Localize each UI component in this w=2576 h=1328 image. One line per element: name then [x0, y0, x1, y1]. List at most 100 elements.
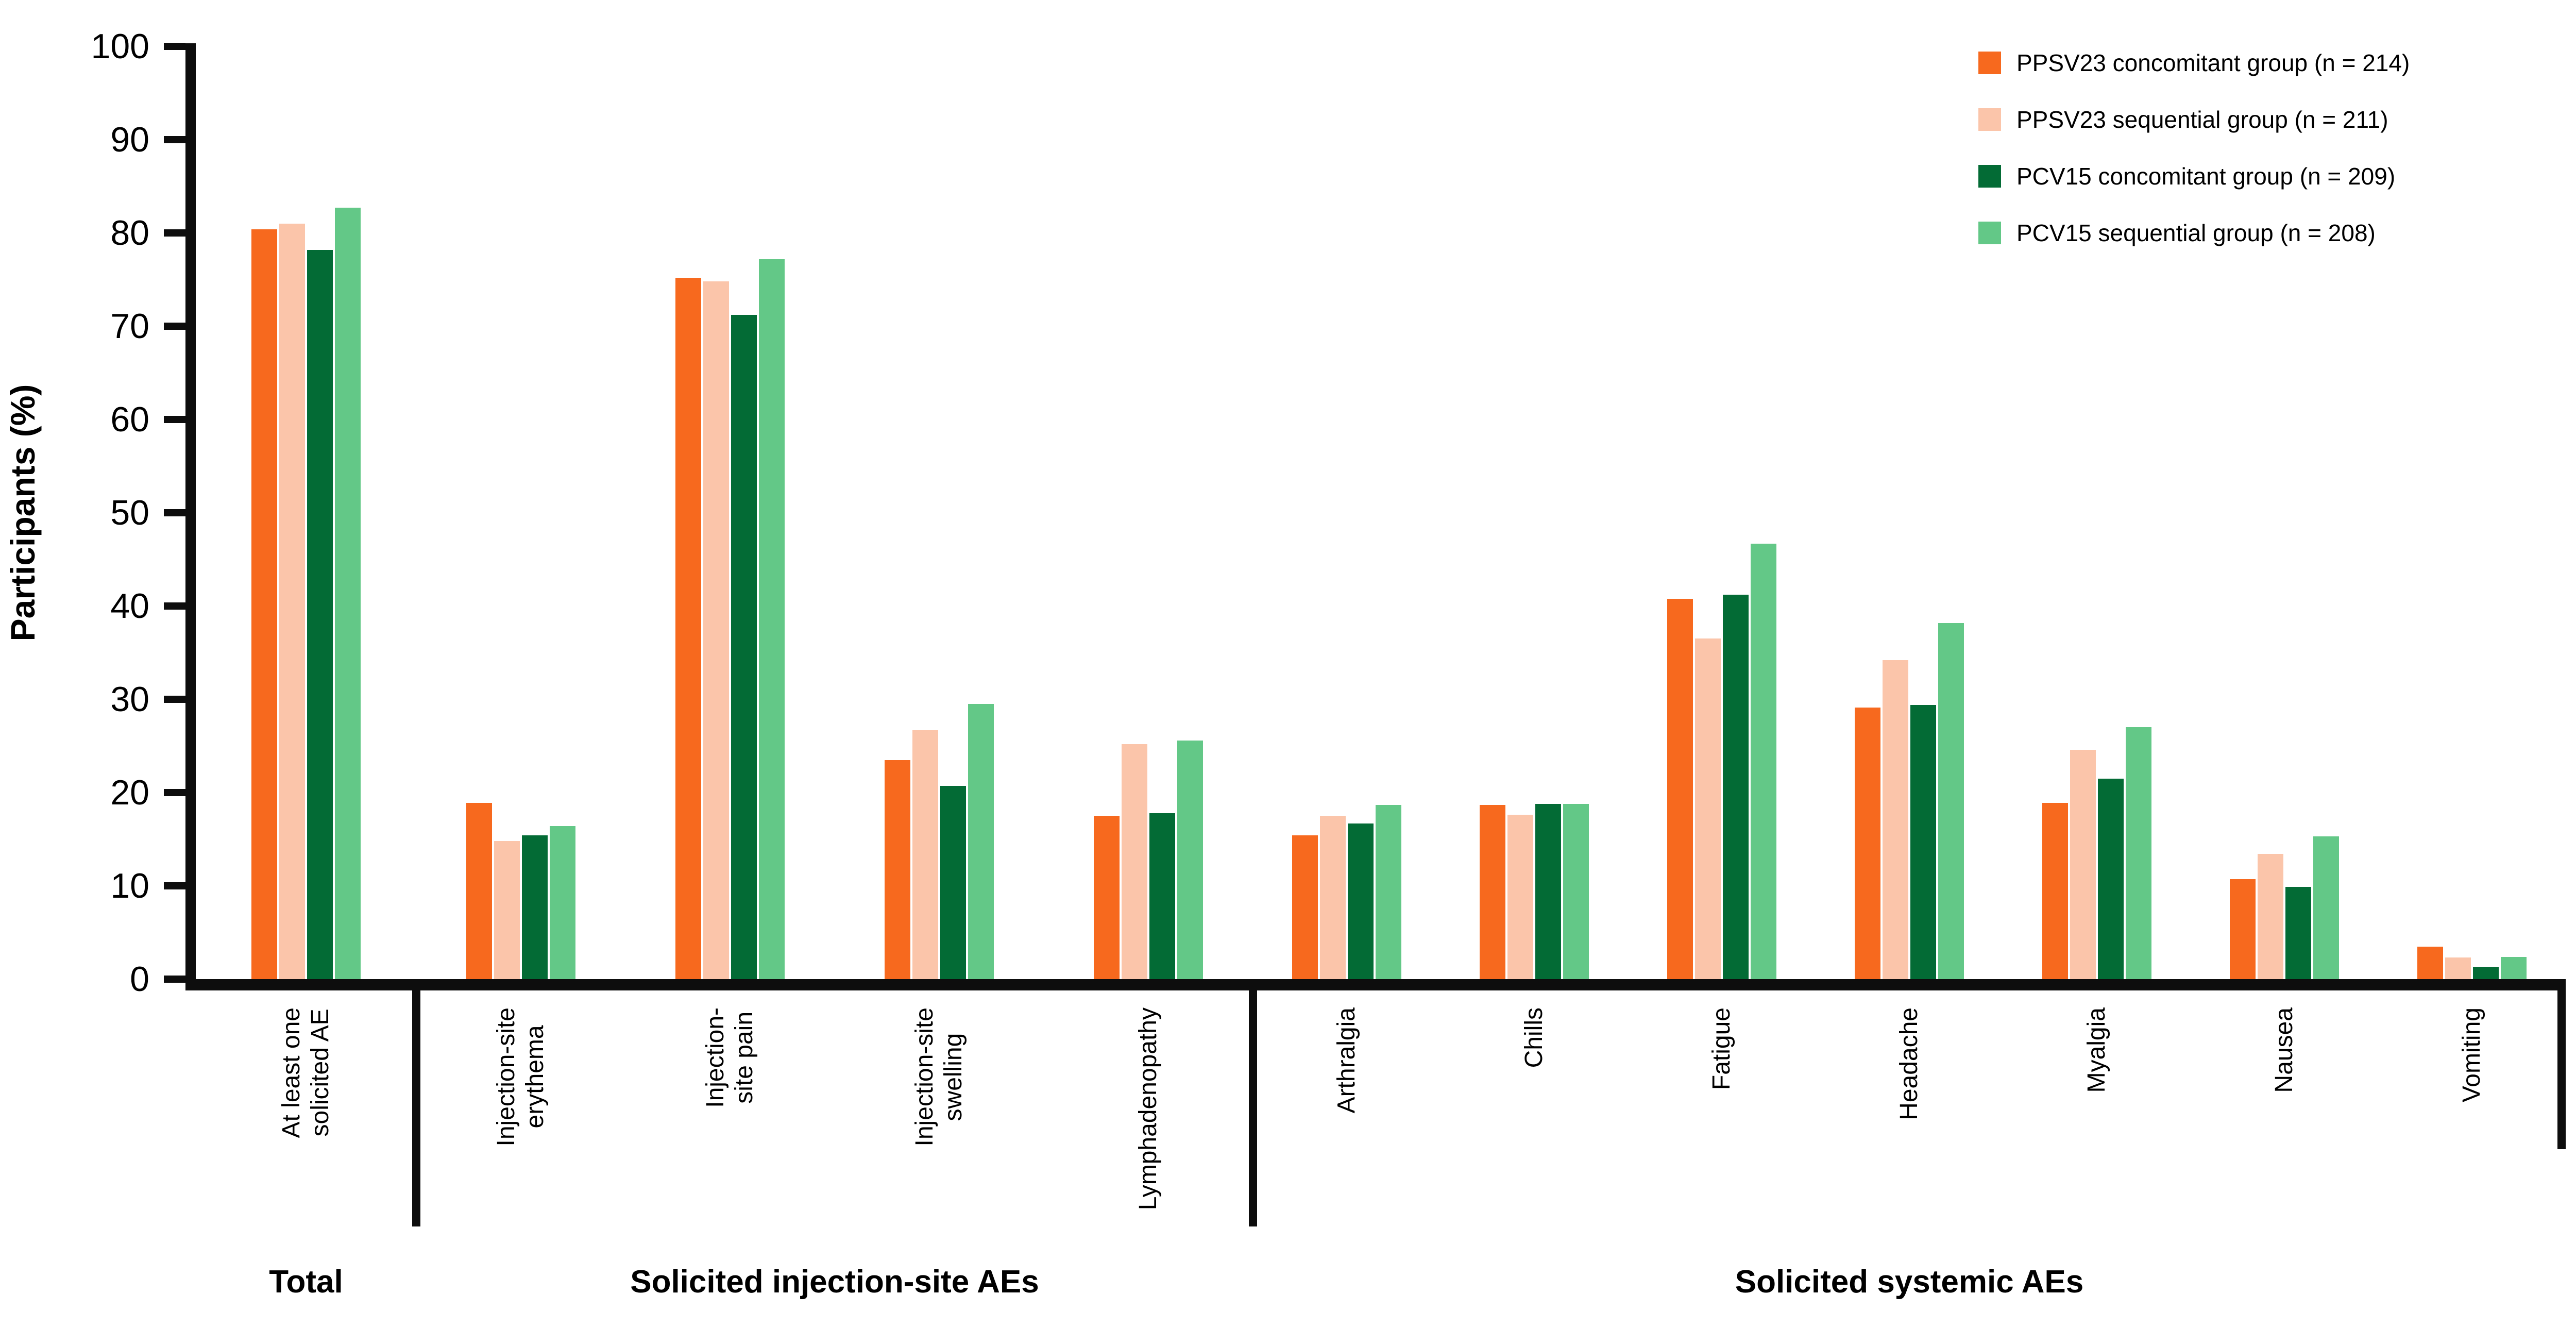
legend-swatch — [1978, 165, 2001, 188]
bar — [912, 730, 938, 979]
category-label-line: Injection-site — [911, 1007, 938, 1147]
bar — [2230, 879, 2256, 979]
section-2: Injection-site erythema Injection-site pai… — [416, 46, 1253, 1300]
y-tick-label: 0 — [130, 960, 149, 999]
bar — [2313, 836, 2339, 979]
y-tick-mark — [164, 602, 185, 610]
bar-group: Injection-site pain — [675, 46, 785, 1108]
bar — [1667, 598, 1693, 979]
section-divider — [412, 979, 420, 1226]
bar — [2098, 778, 2124, 979]
category-label: Headache — [1895, 1007, 1924, 1120]
category-label: Myalgia — [2082, 1007, 2111, 1092]
section-header: Solicited systemic AEs — [1735, 1264, 2084, 1300]
category-label-line: Fatigue — [1708, 1007, 1735, 1090]
category-label-text: Headache — [1895, 1007, 1924, 1120]
y-axis-line — [185, 43, 196, 990]
plot-area: Participants (%) 0 10 20 30 40 50 60 70 80 90 100 … — [4, 27, 2566, 1300]
axis-end-divider — [2557, 979, 2566, 1149]
section-header: Solicited injection-site AEs — [630, 1264, 1039, 1300]
bar — [2473, 967, 2499, 979]
bar — [1094, 816, 1120, 979]
y-tick-label: 50 — [110, 493, 149, 532]
bar — [1480, 804, 1505, 979]
bar — [2042, 802, 2068, 979]
legend-item: PCV15 concomitant group (n = 209) — [1978, 163, 2410, 190]
y-tick-mark — [164, 882, 185, 889]
category-label: Arthralgia — [1332, 1007, 1361, 1113]
bar — [2445, 957, 2471, 979]
category-label: At least one solicited AE — [277, 1007, 335, 1138]
y-tick-mark — [164, 509, 185, 516]
category-label: Lymphadenopathy — [1134, 1007, 1163, 1210]
y-tick-mark — [164, 976, 185, 983]
bar — [1292, 835, 1318, 979]
bar-group: Fatigue — [1667, 46, 1776, 1090]
category-label-line: site pain — [731, 1012, 758, 1104]
bar — [1563, 803, 1589, 979]
legend-label: PCV15 sequential group (n = 208) — [2016, 220, 2376, 246]
y-tick-label: 100 — [91, 27, 149, 66]
category-label-text: Arthralgia — [1332, 1007, 1361, 1113]
category-label-line: Chills — [1520, 1007, 1548, 1068]
bar — [1535, 803, 1561, 979]
legend-label: PPSV23 concomitant group (n = 214) — [2016, 49, 2410, 76]
category-label-line: Vomiting — [2458, 1007, 2485, 1103]
bar — [2258, 854, 2283, 979]
category-label: Injection-site swelling — [910, 1007, 968, 1146]
bar — [2285, 886, 2311, 979]
bar — [2501, 956, 2527, 979]
category-label-text: At least one solicited AE — [277, 1007, 335, 1138]
bar — [731, 315, 757, 979]
category-label: Vomiting — [2458, 1007, 2486, 1102]
bar-group: Headache — [1855, 46, 1964, 1120]
category-label-text: Chills — [1520, 1007, 1549, 1068]
bar — [466, 802, 492, 979]
y-tick-label: 60 — [110, 400, 149, 439]
category-label-text: Injection-site pain — [701, 1007, 759, 1108]
category-label-line: At least one — [278, 1007, 305, 1138]
category-label-line: Myalgia — [2083, 1007, 2110, 1093]
y-tick-mark — [164, 229, 185, 237]
bar-group: Lymphadenopathy — [1094, 46, 1203, 1210]
bar — [1177, 740, 1203, 979]
y-tick-mark — [164, 789, 185, 796]
y-tick-label: 90 — [110, 120, 149, 159]
category-label-text: Injection-site swelling — [910, 1007, 968, 1146]
bar — [494, 841, 520, 979]
category-label-line: Arthralgia — [1333, 1007, 1360, 1114]
section-3: Arthralgia Chills Fatigue Headache Myalgia Na… — [1253, 46, 2566, 1300]
bar-group: Injection-site swelling — [885, 46, 994, 1146]
bar — [550, 826, 575, 979]
legend-swatch — [1978, 108, 2001, 131]
section-header: Total — [269, 1264, 343, 1300]
bar — [1149, 813, 1175, 979]
y-tick-mark — [164, 696, 185, 703]
bar — [885, 760, 910, 979]
bar — [940, 786, 966, 979]
y-tick-label: 10 — [110, 866, 149, 905]
y-tick-label: 40 — [110, 586, 149, 626]
bar — [1910, 704, 1936, 979]
x-axis-line — [185, 979, 2566, 990]
category-label-line: solicited AE — [307, 1008, 334, 1137]
category-label-line: erythema — [521, 1025, 549, 1129]
bar — [1751, 543, 1776, 979]
bar — [1883, 660, 1908, 979]
category-label-line: Headache — [1895, 1007, 1923, 1120]
bar-group: At least one solicited AE — [251, 46, 361, 1138]
bar-group: Chills — [1480, 46, 1589, 1068]
bar — [1348, 823, 1374, 979]
y-tick-mark — [164, 43, 185, 50]
bar — [279, 223, 305, 979]
y-tick-label: 20 — [110, 773, 149, 812]
y-tick-mark — [164, 323, 185, 330]
category-label: Nausea — [2270, 1007, 2299, 1092]
legend-label: PPSV23 sequential group (n = 211) — [2016, 106, 2388, 133]
category-label: Injection-site pain — [701, 1007, 759, 1108]
bar-sections: At least one solicited AE Total Injection-s… — [196, 46, 2566, 1300]
bar — [1855, 708, 1880, 979]
category-label-line: Injection-site — [493, 1007, 520, 1147]
bar-group: Injection-site erythema — [466, 46, 575, 1146]
